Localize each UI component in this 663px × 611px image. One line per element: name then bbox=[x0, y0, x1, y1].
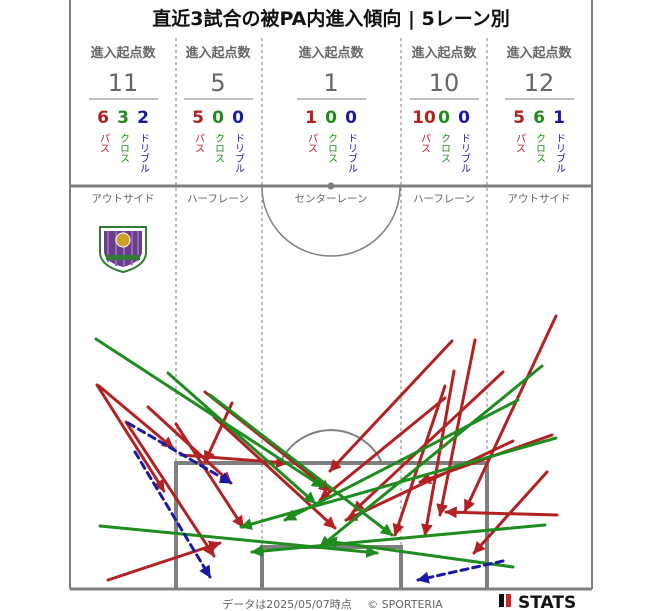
cross-arrow bbox=[94, 337, 325, 489]
pass-arrow bbox=[328, 339, 454, 473]
pass-count: 1 bbox=[305, 108, 317, 128]
cross-type-label: クロス bbox=[213, 133, 224, 163]
pass-type-label: パス bbox=[514, 133, 526, 153]
lane-header-label: 進入起点数 bbox=[90, 45, 156, 61]
pass-arrow bbox=[212, 415, 337, 530]
lane-name: ハーフレーン bbox=[413, 193, 475, 205]
cross-arrow bbox=[98, 524, 379, 558]
cross-count: 0 bbox=[212, 108, 224, 128]
cross-count: 3 bbox=[117, 108, 129, 128]
penalty-arc bbox=[279, 429, 383, 464]
lane-header-label: 進入起点数 bbox=[298, 45, 364, 61]
lane-header-label: 進入起点数 bbox=[185, 45, 251, 61]
team-crest-icon bbox=[99, 226, 147, 274]
pass-count: 6 bbox=[97, 108, 109, 128]
cross-arrow bbox=[324, 536, 515, 569]
dribble-type-label: ドリブル bbox=[554, 133, 566, 173]
pass-type-label: パス bbox=[419, 133, 431, 153]
dribble-count: 2 bbox=[137, 108, 149, 128]
cross-arrow bbox=[318, 364, 544, 549]
pass-arrow bbox=[392, 384, 447, 537]
dribble-arrow bbox=[416, 559, 505, 584]
pass-arrow bbox=[106, 540, 222, 582]
lane-header-3: 進入起点数 10 10 0 0 パス クロス ドリブル bbox=[410, 45, 479, 173]
pass-arrow bbox=[420, 369, 456, 537]
lane-name: センターレーン bbox=[295, 193, 368, 205]
dribble-count: 0 bbox=[232, 108, 244, 128]
lane-total: 12 bbox=[524, 69, 555, 97]
cross-arrow bbox=[166, 371, 317, 505]
goal-area bbox=[260, 545, 403, 589]
pass-type-label: パス bbox=[193, 133, 205, 153]
dribble-count: 0 bbox=[345, 108, 357, 128]
cross-type-label: クロス bbox=[326, 133, 337, 163]
pass-type-label: パス bbox=[306, 133, 318, 153]
cross-arrow bbox=[283, 398, 520, 522]
cross-count: 6 bbox=[533, 108, 545, 128]
dribble-arrow bbox=[133, 450, 212, 579]
lane-header-0: 進入起点数 11 6 3 2 パス クロス ドリブル bbox=[89, 45, 158, 173]
pass-arrow bbox=[124, 420, 216, 558]
pitch bbox=[69, 0, 593, 591]
dribble-arrow bbox=[126, 421, 233, 485]
lane-header-1: 進入起点数 5 5 0 0 パス クロス ドリブル bbox=[184, 45, 253, 173]
dribble-count: 1 bbox=[553, 108, 565, 128]
arrows bbox=[94, 314, 559, 584]
lane-total: 10 bbox=[429, 69, 460, 97]
center-circle bbox=[261, 186, 401, 257]
cross-count: 0 bbox=[438, 108, 450, 128]
pass-arrow bbox=[174, 422, 245, 529]
center-spot bbox=[327, 182, 335, 190]
dribble-count: 0 bbox=[458, 108, 470, 128]
cross-arrow bbox=[250, 523, 547, 557]
lane-name: アウトサイド bbox=[508, 193, 571, 205]
cross-arrow bbox=[208, 393, 394, 537]
dribble-type-label: ドリブル bbox=[138, 133, 150, 173]
pass-arrow bbox=[463, 314, 558, 513]
footer-date-note: データは2025/05/07時点 bbox=[222, 597, 351, 611]
lane-header-label: 進入起点数 bbox=[411, 45, 477, 61]
cross-type-label: クロス bbox=[439, 133, 450, 163]
pass-count: 5 bbox=[513, 108, 525, 128]
lane-header-label: 進入起点数 bbox=[506, 45, 572, 61]
pass-arrow bbox=[203, 401, 234, 464]
dribble-type-label: ドリブル bbox=[459, 133, 471, 173]
cross-arrow bbox=[239, 436, 558, 530]
dribble-type-label: ドリブル bbox=[346, 133, 358, 173]
pass-arrow bbox=[351, 370, 505, 514]
lane-total: 1 bbox=[323, 69, 338, 97]
lane-name: ハーフレーン bbox=[187, 193, 249, 205]
cross-type-label: クロス bbox=[534, 133, 545, 163]
pass-type-label: パス bbox=[98, 133, 110, 153]
pass-arrow bbox=[444, 506, 559, 519]
pass-arrow bbox=[436, 338, 477, 517]
pass-arrow bbox=[318, 396, 447, 502]
lane-total: 11 bbox=[108, 69, 139, 97]
pass-count: 5 bbox=[192, 108, 204, 128]
lane-header-2: 進入起点数 1 1 0 0 パス クロス ドリブル bbox=[297, 45, 366, 173]
footer-brand: STATS bbox=[518, 593, 576, 611]
pass-arrow bbox=[95, 383, 166, 493]
cross-count: 0 bbox=[325, 108, 337, 128]
lane-header-4: 進入起点数 12 5 6 1 パス クロス ドリブル bbox=[505, 45, 574, 173]
pass-count: 10 bbox=[412, 108, 436, 128]
lane-total: 5 bbox=[210, 69, 225, 97]
pass-arrow bbox=[97, 384, 175, 450]
stats-logo-icon bbox=[499, 594, 511, 607]
chart-title: 直近3試合の被PA内進入傾向 | 5レーン別 bbox=[152, 7, 510, 30]
cross-type-label: クロス bbox=[118, 133, 129, 163]
lane-name: アウトサイド bbox=[92, 193, 155, 205]
dribble-type-label: ドリブル bbox=[233, 133, 245, 173]
footer-copyright: © SPORTERIA bbox=[367, 598, 443, 611]
